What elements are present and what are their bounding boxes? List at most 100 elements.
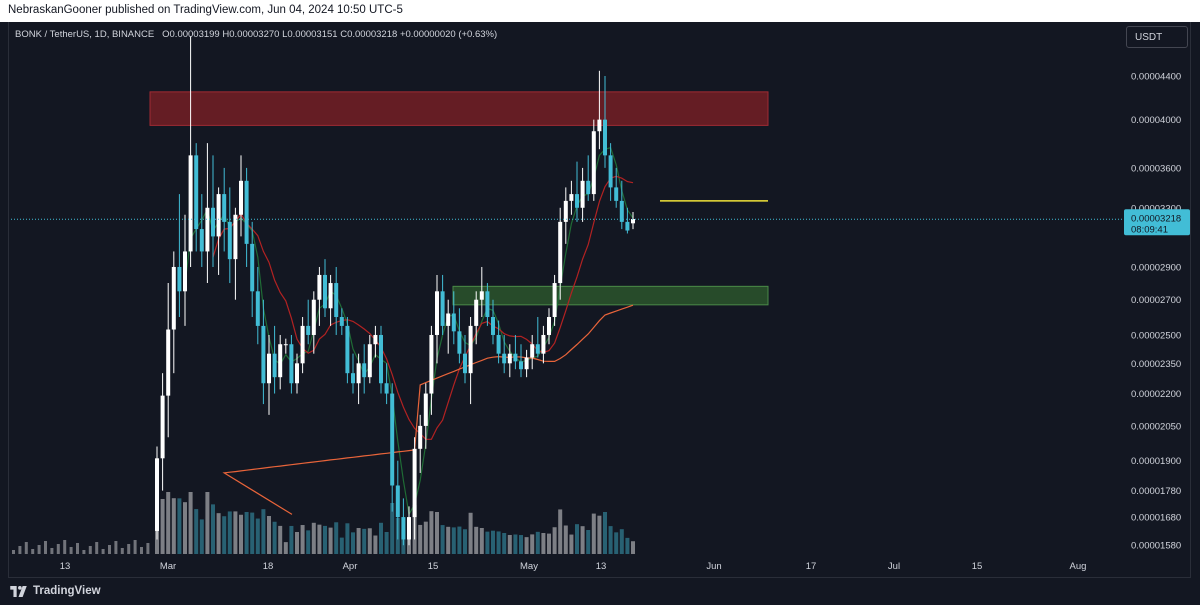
candle-body	[171, 266, 176, 330]
volume-bar	[171, 498, 176, 554]
candle-body	[339, 317, 344, 326]
volume-bar	[379, 522, 383, 554]
candle-body	[328, 283, 333, 309]
ma-mid-line	[212, 175, 634, 440]
high-label: H	[222, 29, 230, 40]
ma-slow-line	[222, 304, 634, 515]
price-tick-label: 0.00001680	[1131, 513, 1181, 524]
candle-body	[216, 194, 221, 237]
tradingview-brand[interactable]: TradingView	[10, 585, 101, 597]
volume-bar	[463, 529, 467, 554]
candle-body	[412, 448, 417, 518]
volume-bar	[227, 511, 232, 554]
candle-body	[446, 313, 451, 326]
volume-bar	[177, 498, 182, 554]
candle-body	[306, 325, 311, 335]
candle-body	[502, 353, 507, 364]
candle-body	[395, 485, 400, 518]
candle-body	[440, 291, 445, 326]
volume-bar	[502, 533, 507, 554]
time-tick-label: 18	[263, 561, 274, 572]
price-tick-label: 0.00001900	[1131, 456, 1181, 467]
candle-body	[239, 180, 243, 215]
candle-body	[524, 357, 529, 370]
volume-bar	[289, 525, 294, 554]
volume-bar	[384, 532, 389, 554]
volume-bar	[18, 546, 22, 554]
volume-bar	[127, 544, 131, 554]
candle-body	[468, 325, 473, 374]
candle-body	[507, 353, 512, 364]
candle-body	[183, 251, 187, 292]
time-tick-label: 17	[806, 561, 817, 572]
countdown-label: 08:09:41	[1131, 224, 1168, 235]
chart-area[interactable]: 0.000048000.000044000.000040000.00003600…	[0, 22, 1200, 605]
candle-body	[390, 393, 395, 486]
volume-bar	[239, 514, 243, 554]
volume-bar	[317, 524, 322, 554]
candle-body	[250, 243, 255, 292]
ohlc-legend: BONK / TetherUS, 1D, BINANCE O0.00003199…	[15, 29, 497, 40]
currency-button[interactable]: USDT	[1126, 26, 1188, 48]
volume-bar	[619, 529, 624, 554]
volume-bar	[295, 532, 299, 554]
candle-body	[188, 155, 193, 252]
candle-body	[535, 344, 540, 354]
candle-body	[603, 119, 607, 156]
change-value: +0.00000020 (+0.63%)	[399, 29, 498, 40]
candle-body	[194, 155, 199, 230]
candle-body	[575, 194, 579, 208]
candle-body	[166, 329, 171, 396]
candle-body	[367, 344, 372, 378]
volume-bar	[339, 537, 344, 554]
volume-bar	[233, 511, 238, 554]
volume-bar	[205, 492, 210, 554]
candle-body	[155, 458, 159, 531]
volume-bar	[356, 528, 361, 554]
volume-bar	[390, 503, 395, 554]
volume-bar	[267, 516, 271, 554]
time-tick-label: Jul	[888, 561, 900, 572]
volume-bar	[491, 530, 495, 554]
price-tick-label: 0.00004400	[1131, 71, 1181, 82]
volume-bar	[50, 548, 54, 554]
low-label: L	[282, 29, 288, 40]
candle-body	[323, 274, 327, 309]
price-chart[interactable]: 0.000048000.000044000.000040000.00003600…	[0, 22, 1200, 605]
current-price-label: 0.00003218	[1131, 213, 1181, 224]
candle-body	[586, 180, 591, 195]
volume-bar	[76, 543, 79, 554]
candle-body	[362, 363, 367, 378]
candle-body	[625, 221, 630, 231]
candle-body	[205, 207, 210, 252]
volume-bar	[140, 547, 143, 554]
candle-body	[222, 194, 227, 222]
time-tick-label: Mar	[160, 561, 176, 572]
volume-bar	[451, 527, 456, 554]
volume-bar	[631, 541, 635, 554]
volume-bar	[496, 531, 501, 554]
volume-bar	[199, 519, 204, 554]
candle-body	[345, 325, 350, 374]
volume-bar	[250, 512, 255, 554]
price-tick-label: 0.00002700	[1131, 295, 1181, 306]
candle-body	[485, 291, 490, 318]
candle-body	[244, 180, 249, 244]
volume-bar	[311, 522, 316, 554]
volume-bar	[216, 513, 221, 554]
open-label: O	[162, 29, 170, 40]
candle-body	[233, 214, 238, 260]
volume-bar	[82, 550, 86, 554]
candle-body	[418, 425, 423, 449]
high-value: 0.00003270	[229, 29, 280, 40]
price-tick-label: 0.00003600	[1131, 163, 1181, 174]
time-tick-label: 13	[596, 561, 607, 572]
price-tick-label: 0.00001780	[1131, 486, 1181, 497]
volume-bar	[194, 509, 199, 554]
low-value: 0.00003151	[287, 29, 338, 40]
time-tick-label: May	[520, 561, 538, 572]
candle-body	[311, 299, 316, 335]
price-tick-label: 0.00003300	[1131, 203, 1181, 214]
volume-bar	[435, 512, 439, 554]
volume-bar	[367, 528, 372, 554]
